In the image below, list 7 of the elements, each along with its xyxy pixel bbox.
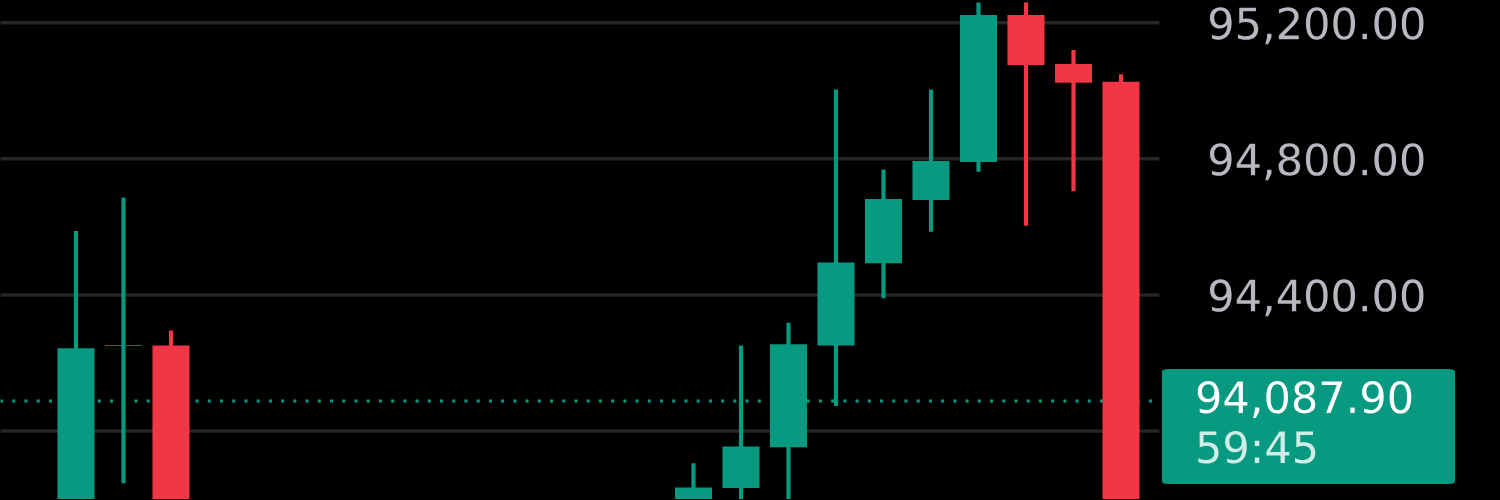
y-tick-label: 94,400.00 [1209, 279, 1424, 317]
candlestick [104, 197, 143, 484]
candlestick [1054, 50, 1093, 192]
ref-line-label: 94,087.90 [1197, 380, 1412, 418]
y-tick-label: 94,800.00 [1209, 143, 1424, 181]
text: 59:45 [1198, 430, 1316, 464]
y-tick-label: 95,200.00 [1209, 7, 1424, 45]
